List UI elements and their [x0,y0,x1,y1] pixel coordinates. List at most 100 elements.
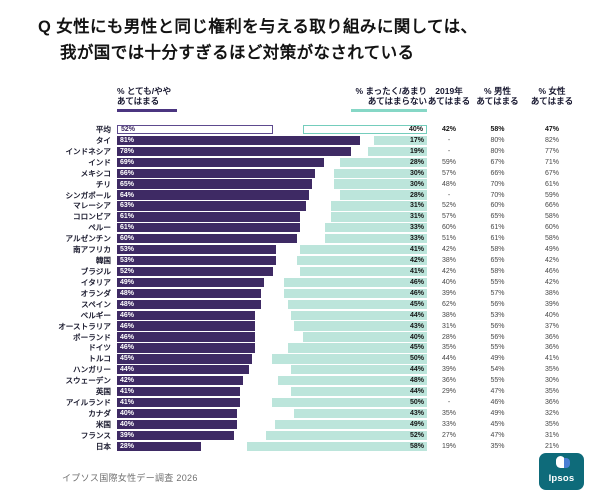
value-male: 58% [490,126,505,133]
value-male: 56% [490,333,505,341]
ipsos-logo: Ipsos [539,453,584,490]
value-female: 46% [544,267,559,275]
agree-bar: 64% [117,190,309,200]
agree-underline [117,109,177,112]
value-male: 49% [490,355,505,363]
country-label: スウェーデン [65,376,111,386]
value-female: 67% [544,169,559,177]
chart-row: 米国 40% 49% 33% 45% 35% [0,419,600,430]
value-female: 40% [544,311,559,319]
value-male: 80% [490,147,505,155]
disagree-value: 46% [409,289,424,297]
chart-row: 韓国 53% 42% 38% 65% 42% [0,255,600,266]
agree-bar: 42% [117,376,243,386]
disagree-bar: 40% [303,332,427,342]
ipsos-logo-text: Ipsos [548,473,575,484]
disagree-value: 42% [409,257,424,265]
disagree-header-line2: あてはまらない [367,96,427,106]
value-male: 56% [490,322,505,330]
value-2019: 27% [441,431,456,439]
agree-value: 46% [120,322,135,330]
value-male: 45% [490,420,505,428]
chart-row: スウェーデン 42% 48% 36% 55% 30% [0,375,600,386]
value-2019: 36% [441,377,456,385]
disagree-value: 44% [409,366,424,374]
agree-value: 63% [120,202,135,210]
value-male: 47% [490,431,505,439]
chart-row: イタリア 49% 46% 40% 55% 42% [0,277,600,288]
agree-value: 48% [120,289,135,297]
value-male: 80% [490,136,505,144]
value-male: 60% [490,202,505,210]
value-2019: 38% [441,257,456,265]
value-male: 58% [490,267,505,275]
value-2019: 62% [441,300,456,308]
value-male: 61% [490,235,505,243]
chart-row: チリ 65% 30% 48% 70% 61% [0,179,600,190]
agree-bar: 78% [117,146,351,156]
agree-value: 69% [120,158,135,166]
value-female: 21% [544,442,559,450]
value-2019: 19% [441,442,456,450]
agree-value: 28% [120,442,135,450]
value-female: 37% [544,322,559,330]
disagree-bar: 45% [287,343,427,353]
disagree-bar: 33% [324,223,427,233]
country-label: メキシコ [80,168,111,178]
agree-value: 52% [121,125,136,133]
chart-row: マレーシア 63% 31% 52% 60% 66% [0,200,600,211]
bar-cell: 41% 50% [117,397,427,408]
chart-row: インド 69% 28% 59% 67% 71% [0,157,600,168]
disagree-bar: 50% [272,397,427,408]
disagree-bar: 45% [287,299,427,309]
value-female: 36% [544,344,559,352]
disagree-bar: 30% [334,168,427,178]
country-label: ハンガリー [73,365,111,375]
disagree-underline [351,109,427,112]
disagree-value: 49% [409,420,424,428]
bar-cell: 66% 30% [117,168,427,178]
value-female: 58% [544,235,559,243]
bar-cell: 61% 31% [117,212,427,222]
disagree-bar: 58% [247,441,427,451]
disagree-value: 19% [409,147,424,155]
disagree-bar: 44% [290,365,427,375]
agree-value: 41% [120,388,135,396]
value-male: 65% [490,213,505,221]
value-male: 49% [490,409,505,417]
agree-bar: 52% [117,266,273,277]
agree-value: 40% [120,420,135,428]
disagree-value: 44% [409,388,424,396]
disagree-value: 48% [409,377,424,385]
disagree-bar: 28% [340,190,427,200]
value-female: 36% [544,333,559,341]
disagree-value: 30% [409,169,424,177]
value-female: 71% [544,158,559,166]
disagree-bar: 43% [293,408,427,419]
agree-bar: 65% [117,179,312,189]
value-2019: 57% [441,169,456,177]
bar-cell: 46% 45% [117,343,427,353]
value-female: 42% [544,257,559,265]
agree-value: 44% [120,366,135,374]
value-male: 70% [490,191,505,199]
value-female: 38% [544,289,559,297]
bar-cell: 40% 49% [117,419,427,430]
country-label: オーストラリア [58,321,111,331]
agree-bar: 81% [117,135,360,146]
value-female: 36% [544,399,559,407]
disagree-bar: 48% [278,376,427,386]
value-2019: - [447,136,451,144]
question-mark: Q [38,18,52,36]
disagree-value: 28% [409,191,424,199]
disagree-bar: 50% [272,354,427,364]
agree-bar: 46% [117,310,255,320]
disagree-bar: 42% [296,255,427,266]
bar-cell: 78% 19% [117,146,427,156]
value-male: 61% [490,224,505,232]
value-female: 35% [544,420,559,428]
disagree-value: 45% [409,344,424,352]
agree-value: 41% [120,399,135,407]
country-label: 米国 [95,419,111,429]
value-2019: 42% [441,126,456,133]
